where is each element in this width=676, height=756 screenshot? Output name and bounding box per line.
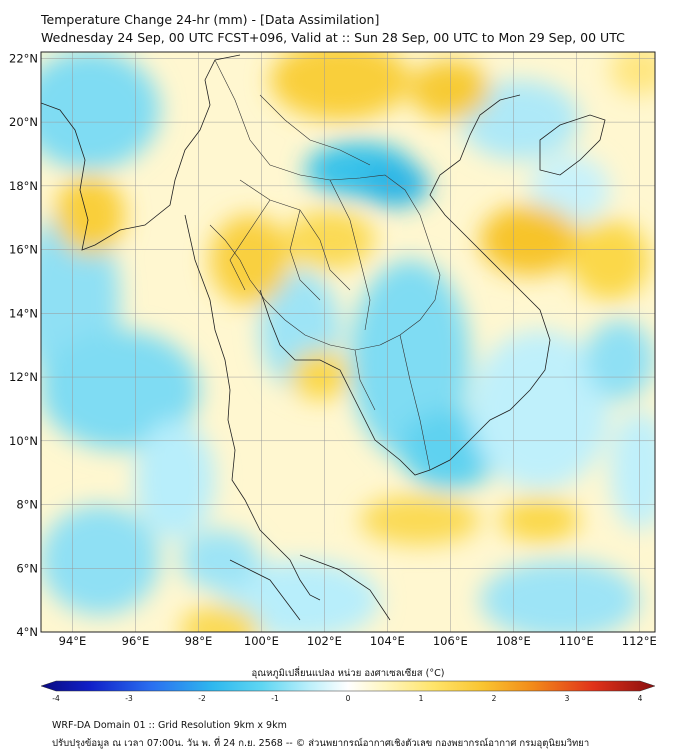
latitude-label: 12°N [9,370,38,384]
temperature-field [41,52,655,632]
colorbar-tick: -3 [125,694,133,703]
latitude-label: 20°N [9,115,38,129]
colorbar-tick: 1 [419,694,424,703]
longitude-label: 104°E [370,634,405,648]
longitude-labels: 94°E 96°E 98°E 100°E 102°E 104°E 106°E 108°E 110… [59,634,657,648]
map-subtitle: Wednesday 24 Sep, 00 UTC FCST+096, Valid… [41,30,625,45]
longitude-label: 102°E [307,634,342,648]
latitude-label: 6°N [16,561,38,575]
latitude-label: 4°N [16,625,38,639]
longitude-label: 106°E [433,634,468,648]
coastlines [41,54,606,621]
colorbar [40,680,656,692]
gridlines [41,52,655,633]
footer-model-info: WRF-DA Domain 01 :: Grid Resolution 9km … [52,720,287,731]
latitude-label: 16°N [9,243,38,257]
longitude-label: 112°E [622,634,657,648]
latitude-labels: 22°N 20°N 18°N 16°N 14°N 12°N 10°N 8°N 6°N 4°N [9,51,38,639]
latitude-label: 22°N [9,51,38,65]
colorbar-label: อุณหภูมิเปลี่ยนแปลง หน่วย องศาเซลเซียส (… [252,666,445,679]
longitude-label: 108°E [496,634,531,648]
footer-credits: ปรับปรุงข้อมูล ณ เวลา 07:00น. วัน พ. ที่… [52,738,590,749]
map-title: Temperature Change 24-hr (mm) - [Data As… [41,12,380,27]
colorbar-tick: 2 [492,694,497,703]
colorbar-tick: -4 [52,694,60,703]
longitude-label: 94°E [59,634,87,648]
longitude-label: 100°E [244,634,279,648]
latitude-label: 8°N [16,498,38,512]
longitude-label: 110°E [559,634,594,648]
map-frame [40,51,656,633]
colorbar-tick: -1 [271,694,279,703]
colorbar-ticks: -4 -3 -2 -1 0 1 2 3 4 [52,694,642,703]
longitude-label: 98°E [185,634,213,648]
colorbar-tick: 0 [346,694,351,703]
colorbar-tick: 3 [565,694,570,703]
latitude-label: 14°N [9,306,38,320]
borders [209,59,441,471]
latitude-label: 18°N [9,179,38,193]
latitude-label: 10°N [9,434,38,448]
longitude-label: 96°E [122,634,150,648]
colorbar-tick: 4 [638,694,643,703]
colorbar-tick: -2 [198,694,206,703]
temperature-change-map: 22°N 20°N 18°N 16°N 14°N 12°N 10°N 8°N 6°N 4°N 94… [9,51,657,703]
